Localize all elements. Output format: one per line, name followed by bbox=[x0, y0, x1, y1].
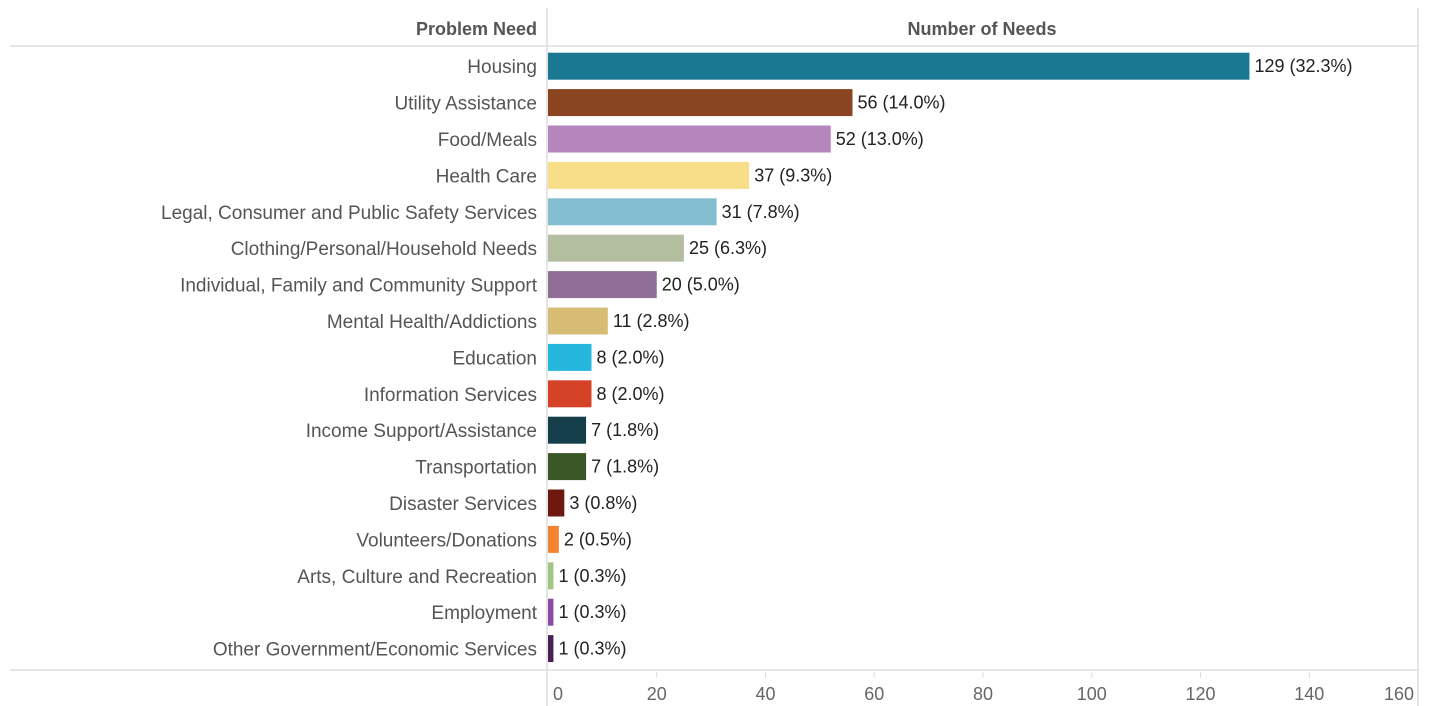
x-tick-label: 160 bbox=[1384, 684, 1414, 704]
data-label: 3 (0.8%) bbox=[569, 493, 637, 513]
bar-row: Volunteers/Donations 2 (0.5%) bbox=[356, 525, 632, 553]
data-label: 31 (7.8%) bbox=[722, 202, 800, 222]
data-label: 8 (2.0%) bbox=[597, 384, 665, 404]
bar-row: Education 8 (2.0%) bbox=[452, 343, 665, 371]
category-label: Clothing/Personal/Household Needs bbox=[231, 239, 537, 260]
category-label: Utility Assistance bbox=[394, 94, 537, 115]
category-label: Arts, Culture and Recreation bbox=[297, 567, 537, 588]
category-label: Mental Health/Addictions bbox=[327, 312, 537, 333]
bar-row: Employment 1 (0.3%) bbox=[431, 598, 626, 626]
x-tick-label: 0 bbox=[553, 684, 563, 704]
bar[interactable] bbox=[548, 598, 554, 626]
bar[interactable] bbox=[548, 89, 853, 117]
bar[interactable] bbox=[548, 161, 750, 189]
data-label: 52 (13.0%) bbox=[836, 129, 924, 149]
x-tick-label: 100 bbox=[1077, 684, 1107, 704]
bar[interactable] bbox=[548, 234, 684, 262]
bar[interactable] bbox=[548, 380, 592, 408]
category-label: Income Support/Assistance bbox=[306, 421, 537, 442]
category-label: Individual, Family and Community Support bbox=[180, 276, 538, 297]
data-label: 7 (1.8%) bbox=[591, 457, 659, 477]
bar[interactable] bbox=[548, 125, 831, 153]
chart-frame bbox=[10, 8, 1419, 706]
category-label: Information Services bbox=[364, 385, 537, 406]
category-column-header: Problem Need bbox=[416, 19, 537, 39]
data-label: 56 (14.0%) bbox=[858, 93, 946, 113]
category-label: Education bbox=[452, 348, 537, 369]
bar-row: Health Care 37 (9.3%) bbox=[436, 161, 832, 189]
bar-row: Other Government/Economic Services 1 (0.3… bbox=[213, 635, 626, 663]
bar-row: Mental Health/Addictions 11 (2.8%) bbox=[327, 307, 690, 335]
data-label: 11 (2.8%) bbox=[613, 311, 690, 331]
data-label: 8 (2.0%) bbox=[597, 347, 665, 367]
x-tick-label: 60 bbox=[864, 684, 884, 704]
data-label: 2 (0.5%) bbox=[564, 529, 632, 549]
data-label: 37 (9.3%) bbox=[754, 165, 832, 185]
x-axis-ticks: 0 20 40 60 80 100 120 140 160 bbox=[553, 672, 1414, 704]
data-label: 25 (6.3%) bbox=[689, 238, 767, 258]
category-label: Employment bbox=[431, 603, 537, 624]
bar[interactable] bbox=[548, 198, 717, 226]
bar-row: Information Services 8 (2.0%) bbox=[364, 380, 665, 408]
bar-row: Food/Meals 52 (13.0%) bbox=[438, 125, 924, 153]
bar-row: Legal, Consumer and Public Safety Servic… bbox=[161, 198, 800, 226]
bar[interactable] bbox=[548, 343, 592, 371]
bar[interactable] bbox=[548, 52, 1250, 80]
data-label: 1 (0.3%) bbox=[558, 639, 626, 659]
bar-row: Transportation 7 (1.8%) bbox=[415, 453, 659, 481]
value-column-header: Number of Needs bbox=[907, 19, 1056, 39]
bar[interactable] bbox=[548, 525, 559, 553]
bar-row: Housing 129 (32.3%) bbox=[467, 52, 1353, 80]
category-label: Transportation bbox=[415, 458, 537, 479]
bar[interactable] bbox=[548, 416, 587, 444]
category-label: Disaster Services bbox=[389, 494, 537, 515]
bar-row: Individual, Family and Community Support… bbox=[180, 271, 740, 299]
bar-row: Arts, Culture and Recreation 1 (0.3%) bbox=[297, 562, 626, 590]
x-tick-label: 140 bbox=[1294, 684, 1324, 704]
bar-row: Income Support/Assistance 7 (1.8%) bbox=[306, 416, 659, 444]
data-label: 1 (0.3%) bbox=[558, 602, 626, 622]
bar[interactable] bbox=[548, 489, 565, 517]
x-tick-label: 80 bbox=[973, 684, 993, 704]
x-tick-label: 40 bbox=[755, 684, 775, 704]
category-label: Other Government/Economic Services bbox=[213, 640, 537, 661]
category-label: Volunteers/Donations bbox=[356, 530, 537, 551]
bar-rows: Housing 129 (32.3%) Utility Assistance 56 (… bbox=[161, 52, 1353, 663]
bar[interactable] bbox=[548, 562, 554, 590]
bar[interactable] bbox=[548, 307, 608, 335]
bar-row: Clothing/Personal/Household Needs 25 (6.3… bbox=[231, 234, 767, 262]
x-tick-label: 120 bbox=[1185, 684, 1215, 704]
bar-row: Disaster Services 3 (0.8%) bbox=[389, 489, 637, 517]
bar[interactable] bbox=[548, 453, 587, 481]
data-label: 20 (5.0%) bbox=[662, 275, 740, 295]
data-label: 129 (32.3%) bbox=[1254, 56, 1352, 76]
bar[interactable] bbox=[548, 635, 554, 663]
data-label: 7 (1.8%) bbox=[591, 420, 659, 440]
x-tick-label: 20 bbox=[647, 684, 667, 704]
category-label: Legal, Consumer and Public Safety Servic… bbox=[161, 203, 537, 224]
category-label: Health Care bbox=[436, 166, 537, 187]
data-label: 1 (0.3%) bbox=[558, 566, 626, 586]
category-label: Food/Meals bbox=[438, 130, 537, 151]
category-label: Housing bbox=[467, 57, 537, 78]
bar[interactable] bbox=[548, 271, 657, 299]
bar-row: Utility Assistance 56 (14.0%) bbox=[394, 89, 946, 117]
